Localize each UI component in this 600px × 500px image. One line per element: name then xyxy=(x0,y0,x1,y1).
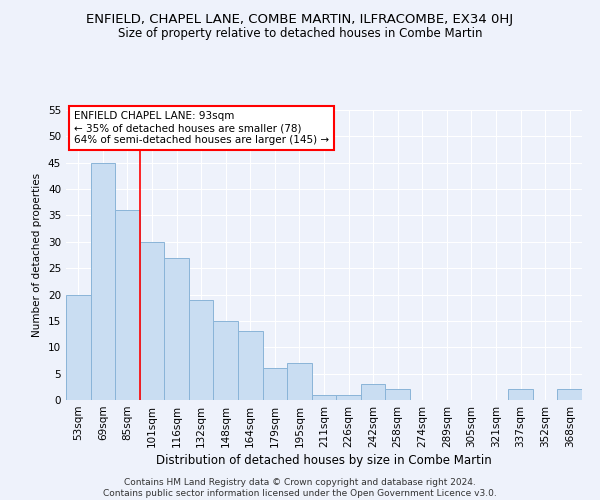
Bar xyxy=(140,242,164,400)
Bar xyxy=(91,162,115,400)
X-axis label: Distribution of detached houses by size in Combe Martin: Distribution of detached houses by size … xyxy=(156,454,492,467)
Bar xyxy=(336,394,361,400)
Y-axis label: Number of detached properties: Number of detached properties xyxy=(32,173,43,337)
Text: Size of property relative to detached houses in Combe Martin: Size of property relative to detached ho… xyxy=(118,28,482,40)
Bar xyxy=(361,384,385,400)
Text: ENFIELD CHAPEL LANE: 93sqm
← 35% of detached houses are smaller (78)
64% of semi: ENFIELD CHAPEL LANE: 93sqm ← 35% of deta… xyxy=(74,112,329,144)
Bar xyxy=(508,390,533,400)
Bar xyxy=(385,390,410,400)
Bar xyxy=(164,258,189,400)
Bar xyxy=(66,294,91,400)
Text: Contains HM Land Registry data © Crown copyright and database right 2024.
Contai: Contains HM Land Registry data © Crown c… xyxy=(103,478,497,498)
Bar xyxy=(557,390,582,400)
Bar xyxy=(312,394,336,400)
Bar xyxy=(287,363,312,400)
Bar xyxy=(189,300,214,400)
Bar xyxy=(238,332,263,400)
Bar xyxy=(263,368,287,400)
Bar xyxy=(115,210,140,400)
Bar xyxy=(214,321,238,400)
Text: ENFIELD, CHAPEL LANE, COMBE MARTIN, ILFRACOMBE, EX34 0HJ: ENFIELD, CHAPEL LANE, COMBE MARTIN, ILFR… xyxy=(86,12,514,26)
